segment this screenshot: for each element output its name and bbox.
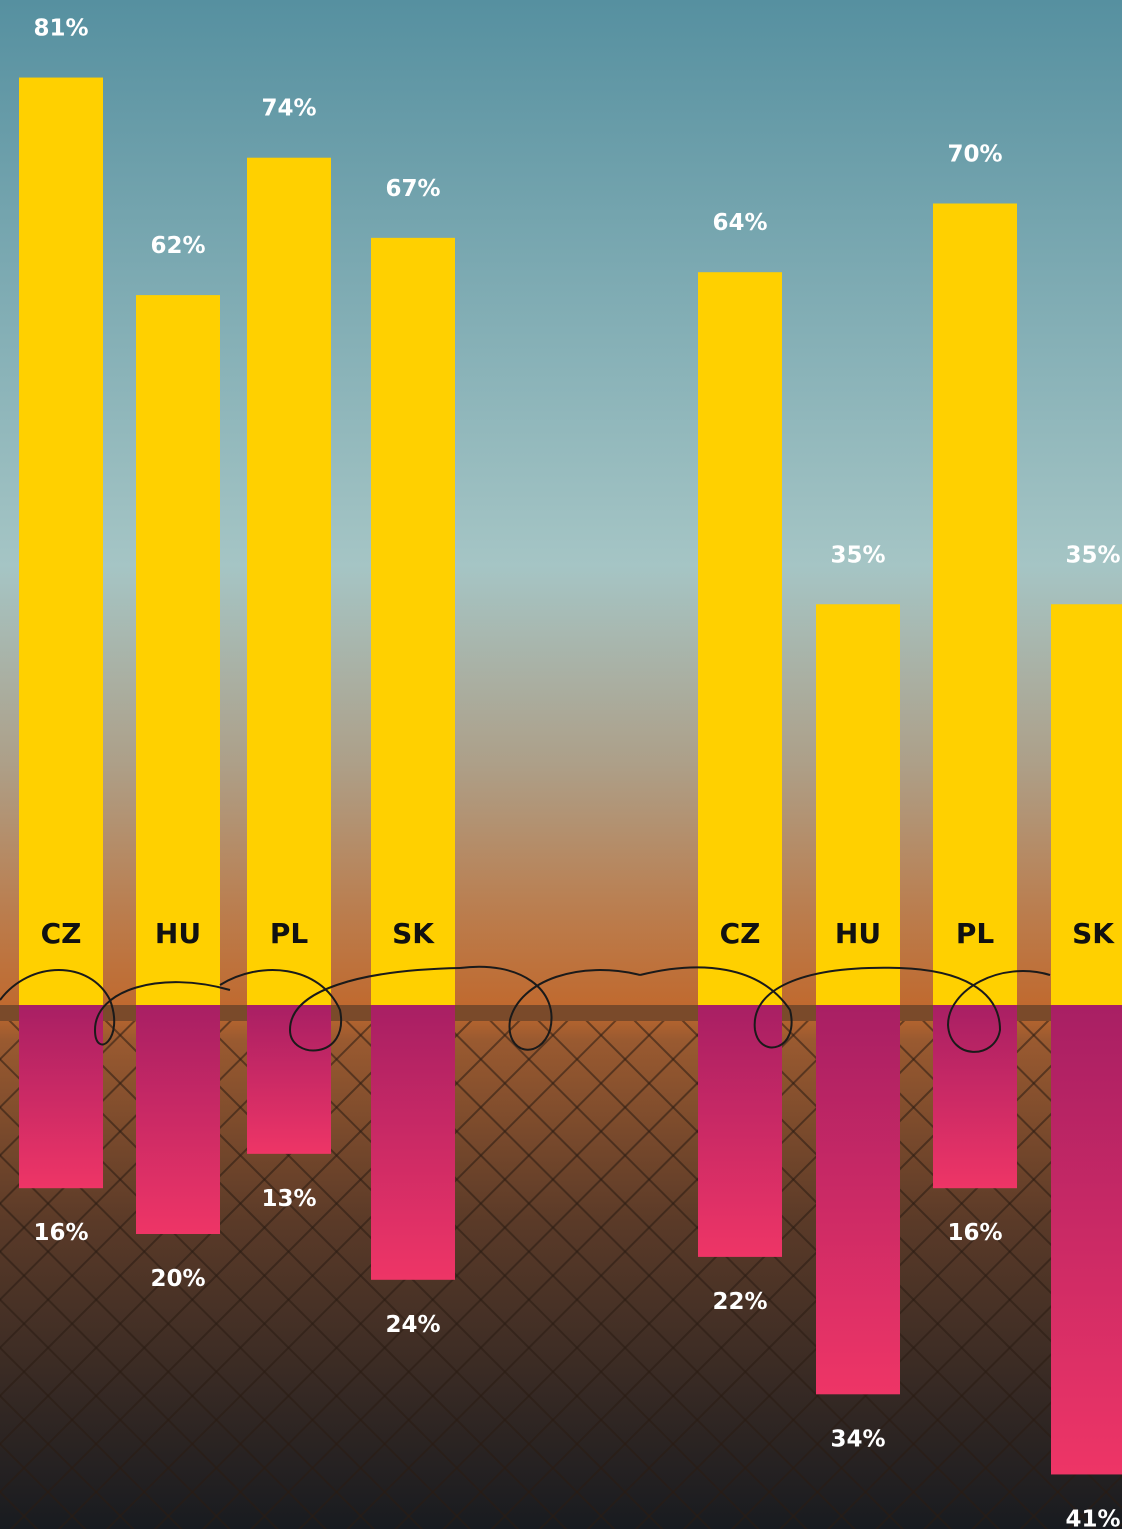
value-label: 41% (1065, 1506, 1120, 1529)
bar (19, 1005, 103, 1188)
bar (698, 1005, 782, 1257)
category-label: CZ (41, 917, 82, 950)
value-label: 34% (830, 1426, 885, 1452)
category-label: SK (1072, 917, 1115, 950)
bar (247, 1005, 331, 1154)
category-label: PL (956, 917, 995, 950)
value-label: 70% (947, 142, 1002, 168)
category-label: PL (270, 917, 309, 950)
bar (933, 204, 1017, 1006)
value-label: 24% (385, 1312, 440, 1338)
category-label: HU (155, 917, 201, 950)
value-label: 64% (712, 210, 767, 236)
bar (1051, 1005, 1122, 1474)
bar (698, 272, 782, 1005)
bar (136, 1005, 220, 1234)
bar (136, 295, 220, 1005)
value-label: 62% (150, 233, 205, 259)
bar (933, 1005, 1017, 1188)
value-label: 16% (947, 1220, 1002, 1246)
value-label: 74% (261, 96, 316, 122)
value-label: 16% (33, 1220, 88, 1246)
category-label: SK (392, 917, 435, 950)
bar (816, 1005, 900, 1394)
page: {"chart_data": {"type": "bar", "categori… (0, 0, 1122, 1529)
value-label: 22% (712, 1289, 767, 1315)
category-label: HU (835, 917, 881, 950)
value-label: 20% (150, 1266, 205, 1292)
bar (19, 78, 103, 1005)
bar (247, 158, 331, 1005)
chart: 81% 62% 74% 67% 64% 35% 70% 35% 16% 20% 13% 24% 22% 3… (0, 0, 1122, 1529)
value-label: 35% (1065, 542, 1120, 568)
bar (371, 238, 455, 1005)
value-label: 81% (33, 16, 88, 42)
value-label: 67% (385, 176, 440, 202)
bar (371, 1005, 455, 1280)
category-label: CZ (720, 917, 761, 950)
value-label: 13% (261, 1186, 316, 1212)
value-label: 35% (830, 542, 885, 568)
